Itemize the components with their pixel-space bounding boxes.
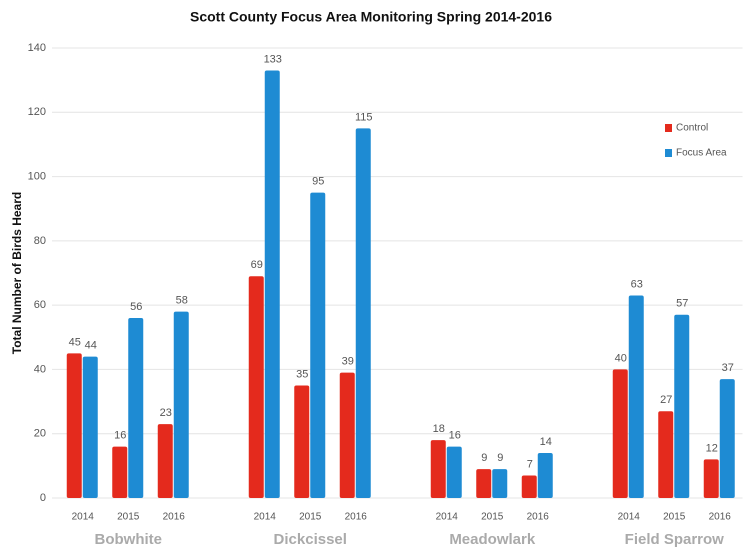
bar — [674, 314, 690, 498]
group-label: Meadowlark — [449, 531, 536, 548]
bar — [294, 385, 310, 498]
value-label: 69 — [251, 259, 263, 271]
bar — [82, 356, 98, 498]
bar — [703, 459, 719, 498]
x-tick-label: 2016 — [709, 512, 732, 523]
x-tick-label: 2015 — [663, 512, 686, 523]
value-label: 56 — [130, 301, 142, 313]
x-tick-label: 2014 — [254, 512, 277, 523]
y-tick-label: 80 — [34, 235, 46, 247]
x-tick-label: 2016 — [345, 512, 368, 523]
bar — [628, 295, 644, 498]
legend-swatch — [665, 149, 672, 157]
value-label: 63 — [631, 278, 643, 290]
chart-title: Scott County Focus Area Monitoring Sprin… — [190, 9, 552, 25]
legend-label: Focus Area — [676, 148, 727, 159]
x-tick-label: 2014 — [72, 512, 95, 523]
bar — [248, 276, 264, 498]
value-label: 14 — [540, 436, 552, 448]
y-tick-label: 0 — [40, 492, 46, 504]
value-label: 40 — [615, 352, 627, 364]
bar — [310, 192, 326, 498]
bar — [658, 411, 674, 498]
value-label: 16 — [114, 429, 126, 441]
value-label: 39 — [342, 356, 354, 368]
x-tick-label: 2015 — [481, 512, 504, 523]
value-label: 58 — [176, 294, 188, 306]
value-label: 7 — [527, 458, 533, 470]
bar — [430, 440, 446, 498]
y-tick-label: 60 — [34, 299, 46, 311]
bar — [492, 469, 508, 498]
value-label: 18 — [433, 423, 445, 435]
legend-swatch — [665, 124, 672, 132]
bar — [157, 424, 173, 498]
group-label: Dickcissel — [274, 531, 347, 548]
value-label: 27 — [660, 394, 672, 406]
x-tick-label: 2015 — [117, 512, 140, 523]
y-tick-label: 140 — [28, 42, 46, 54]
bar — [355, 128, 371, 498]
y-tick-label: 40 — [34, 363, 46, 375]
bar — [476, 469, 492, 498]
value-label: 12 — [706, 442, 718, 454]
x-tick-label: 2014 — [618, 512, 641, 523]
value-label: 115 — [355, 111, 373, 123]
legend-label: Control — [676, 123, 708, 134]
x-tick-label: 2016 — [163, 512, 186, 523]
bar — [537, 453, 553, 498]
bar — [521, 475, 537, 498]
bar — [612, 369, 628, 498]
bar — [339, 372, 355, 498]
bar — [446, 446, 462, 498]
bar — [66, 353, 82, 498]
value-label: 44 — [85, 339, 97, 351]
value-label: 133 — [264, 53, 282, 65]
value-label: 9 — [497, 452, 503, 464]
bar — [112, 446, 128, 498]
x-tick-label: 2016 — [527, 512, 550, 523]
y-tick-label: 100 — [28, 170, 46, 182]
y-tick-label: 120 — [28, 106, 46, 118]
bar — [128, 318, 144, 498]
value-label: 9 — [481, 452, 487, 464]
bar — [719, 379, 735, 498]
y-axis-label: Total Number of Birds Heard — [10, 192, 24, 354]
value-label: 37 — [722, 362, 734, 374]
group-label: Field Sparrow — [625, 531, 725, 548]
value-label: 95 — [312, 176, 324, 188]
bar — [264, 70, 280, 498]
bar — [173, 311, 189, 498]
value-label: 45 — [69, 336, 81, 348]
x-tick-label: 2015 — [299, 512, 322, 523]
value-label: 16 — [449, 429, 461, 441]
group-label: Bobwhite — [95, 531, 163, 548]
y-tick-label: 20 — [34, 428, 46, 440]
value-label: 57 — [676, 298, 688, 310]
value-label: 35 — [296, 368, 308, 380]
value-label: 23 — [160, 407, 172, 419]
x-tick-label: 2014 — [436, 512, 459, 523]
